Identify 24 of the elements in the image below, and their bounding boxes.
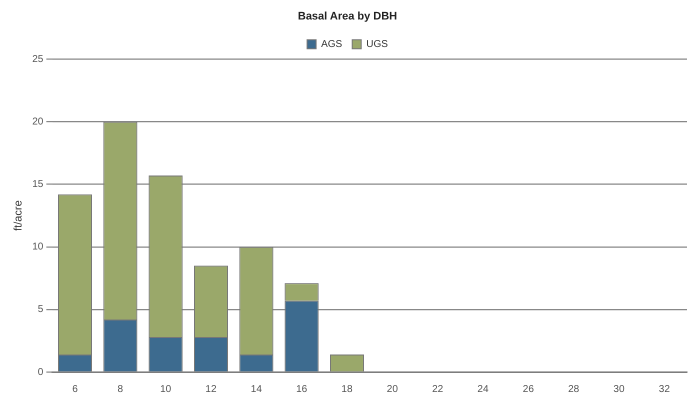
x-tick-label: 24 [477,384,489,395]
y-tick-label: 20 [32,116,44,128]
x-tick-label: 26 [522,384,534,395]
y-axis-title: ft/acre [12,200,25,231]
legend-label: AGS [321,38,343,50]
x-tick-label: 20 [386,384,398,395]
x-tick-label: 10 [160,384,172,395]
y-tick-label: 5 [38,304,44,316]
x-tick-label: 30 [613,384,625,395]
legend-label: UGS [366,38,388,50]
y-tick-label: 10 [32,242,44,253]
x-tick-label: 28 [568,384,580,395]
y-tick-label: 25 [32,54,44,65]
y-tick-label: 0 [38,366,44,378]
x-tick-label: 22 [432,384,444,395]
chart-title: Basal Area by DBH [298,10,398,23]
x-tick-label: 8 [118,384,124,395]
x-tick-label: 32 [658,384,670,395]
x-tick-label: 12 [205,384,217,395]
y-tick-label: 15 [32,179,44,190]
x-tick-label: 14 [250,384,262,395]
x-tick-label: 6 [72,384,78,395]
x-tick-label: 18 [341,384,353,395]
x-tick-label: 16 [296,384,308,395]
